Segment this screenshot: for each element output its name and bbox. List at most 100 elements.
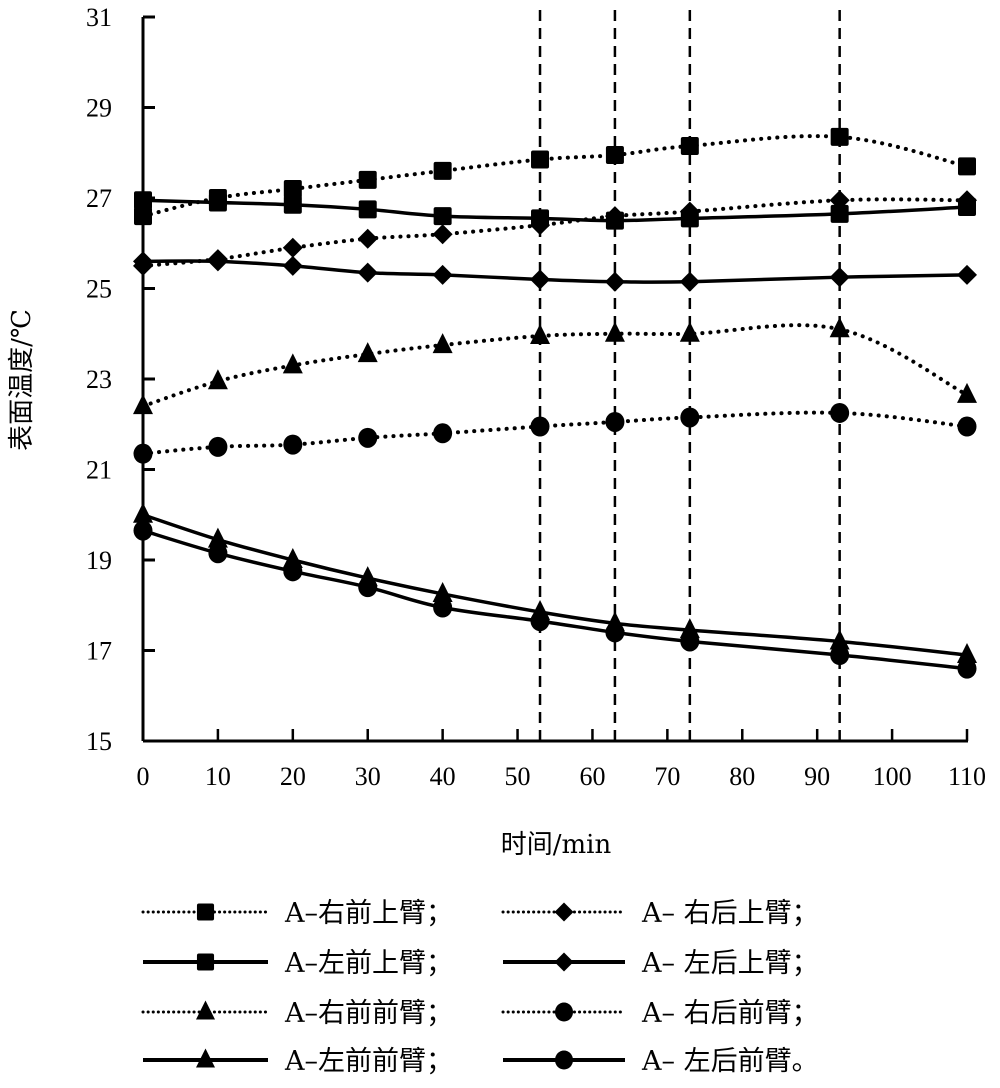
diamond-marker bbox=[432, 224, 453, 245]
y-tick-label: 25 bbox=[86, 275, 112, 304]
series-line bbox=[141, 197, 969, 268]
triangle-marker bbox=[829, 317, 850, 338]
square-marker bbox=[358, 170, 377, 189]
x-tick-label: 10 bbox=[205, 762, 231, 791]
circle-marker bbox=[554, 1050, 574, 1070]
triangle-marker bbox=[957, 643, 977, 664]
triangle-marker bbox=[432, 581, 453, 602]
y-tick-label: 15 bbox=[86, 727, 112, 756]
y-tick-label: 21 bbox=[86, 456, 112, 485]
series-line bbox=[141, 410, 969, 456]
circle-marker bbox=[208, 436, 228, 457]
series-line bbox=[141, 323, 969, 409]
triangle-marker bbox=[604, 321, 625, 342]
legend-item: A–左前上臂； bbox=[143, 948, 453, 979]
circle-marker bbox=[358, 427, 378, 448]
legend-item: A– 右后前臂； bbox=[501, 998, 819, 1029]
triangle-marker bbox=[196, 1000, 215, 1020]
legend-label: A– 左后上臂； bbox=[641, 948, 819, 979]
x-tick-label: 0 bbox=[137, 762, 150, 791]
diamond-marker bbox=[679, 271, 700, 292]
series-6 bbox=[133, 402, 977, 464]
diamond-marker bbox=[957, 264, 977, 285]
square-marker bbox=[680, 136, 699, 155]
square-marker bbox=[208, 193, 227, 212]
triangle-marker bbox=[957, 382, 977, 403]
y-tick-label: 27 bbox=[86, 184, 112, 213]
square-marker bbox=[605, 211, 624, 230]
square-marker bbox=[531, 150, 550, 169]
diamond-marker bbox=[357, 262, 378, 283]
legend-label: A– 左后前臂。 bbox=[641, 1046, 819, 1077]
circle-marker bbox=[433, 597, 453, 618]
y-axis-title: 表面温度/℃ bbox=[7, 309, 37, 451]
x-tick-label: 70 bbox=[654, 762, 680, 791]
x-tick-label: 100 bbox=[873, 762, 912, 791]
x-tick-label: 60 bbox=[579, 762, 605, 791]
legend-item: A– 左后前臂。 bbox=[503, 1046, 819, 1077]
diamond-marker bbox=[604, 271, 625, 292]
diamond-marker bbox=[282, 255, 303, 276]
square-marker bbox=[958, 198, 976, 217]
y-ticks: 15 17 19 21 23 25 27 29 31 bbox=[86, 3, 155, 756]
square-marker bbox=[830, 127, 849, 146]
triangle-marker bbox=[282, 353, 303, 374]
square-marker bbox=[830, 204, 849, 223]
circle-marker bbox=[830, 402, 850, 423]
square-marker bbox=[433, 207, 452, 226]
diamond-marker bbox=[207, 251, 228, 272]
triangle-marker bbox=[196, 1048, 215, 1068]
series-3 bbox=[134, 191, 976, 230]
diamond-marker bbox=[554, 952, 574, 972]
diamond-marker bbox=[432, 264, 453, 285]
legend-item: A– 右后上臂； bbox=[501, 898, 819, 929]
legend-label: A–左前上臂； bbox=[284, 948, 453, 979]
legend-label: A–左前前臂； bbox=[284, 1046, 453, 1077]
x-tick-label: 30 bbox=[355, 762, 381, 791]
triangle-marker bbox=[530, 324, 551, 345]
y-tick-label: 19 bbox=[86, 546, 112, 575]
circle-marker bbox=[830, 645, 850, 666]
legend: A–右前上臂； A– 右后上臂； A–左前上臂； A– 左后上臂； A–右前前臂； A– … bbox=[141, 898, 819, 1077]
legend-label: A– 右后前臂； bbox=[641, 998, 819, 1029]
series-line bbox=[142, 528, 968, 671]
legend-label: A–右前前臂； bbox=[284, 998, 453, 1029]
square-marker bbox=[531, 209, 550, 228]
triangle-marker bbox=[679, 321, 700, 342]
circle-marker bbox=[605, 411, 625, 432]
legend-item: A–右前前臂； bbox=[141, 998, 453, 1029]
x-tick-label: 20 bbox=[280, 762, 306, 791]
series-line bbox=[142, 198, 968, 223]
legend-item: A–左前前臂； bbox=[143, 1046, 453, 1077]
diamond-marker bbox=[282, 237, 303, 258]
circle-marker bbox=[283, 561, 303, 582]
circle-marker bbox=[530, 611, 550, 632]
circle-marker bbox=[605, 622, 625, 643]
triangle-marker bbox=[432, 333, 453, 354]
x-tick-label: 50 bbox=[505, 762, 531, 791]
legend-item: A–右前上臂； bbox=[141, 898, 453, 929]
y-tick-label: 17 bbox=[86, 637, 112, 666]
legend-label: A–右前上臂； bbox=[284, 898, 453, 929]
legend-item: A– 左后上臂； bbox=[503, 948, 819, 979]
square-marker bbox=[680, 209, 699, 228]
series-7 bbox=[133, 502, 977, 664]
diamond-marker bbox=[554, 902, 574, 922]
axes bbox=[141, 17, 968, 743]
y-tick-label: 29 bbox=[86, 94, 112, 123]
reference-lines bbox=[538, 10, 841, 741]
diamond-marker bbox=[829, 267, 850, 288]
series-line bbox=[142, 513, 968, 657]
series-line bbox=[141, 134, 969, 219]
square-marker bbox=[433, 161, 452, 180]
diamond-marker bbox=[530, 269, 551, 290]
x-axis-title: 时间/min bbox=[501, 830, 612, 860]
circle-marker bbox=[554, 1002, 574, 1022]
x-tick-label: 90 bbox=[804, 762, 830, 791]
square-marker bbox=[283, 179, 302, 198]
series-4 bbox=[133, 251, 977, 292]
series-layer bbox=[133, 127, 977, 679]
square-marker bbox=[605, 146, 624, 165]
series-1 bbox=[134, 127, 976, 226]
